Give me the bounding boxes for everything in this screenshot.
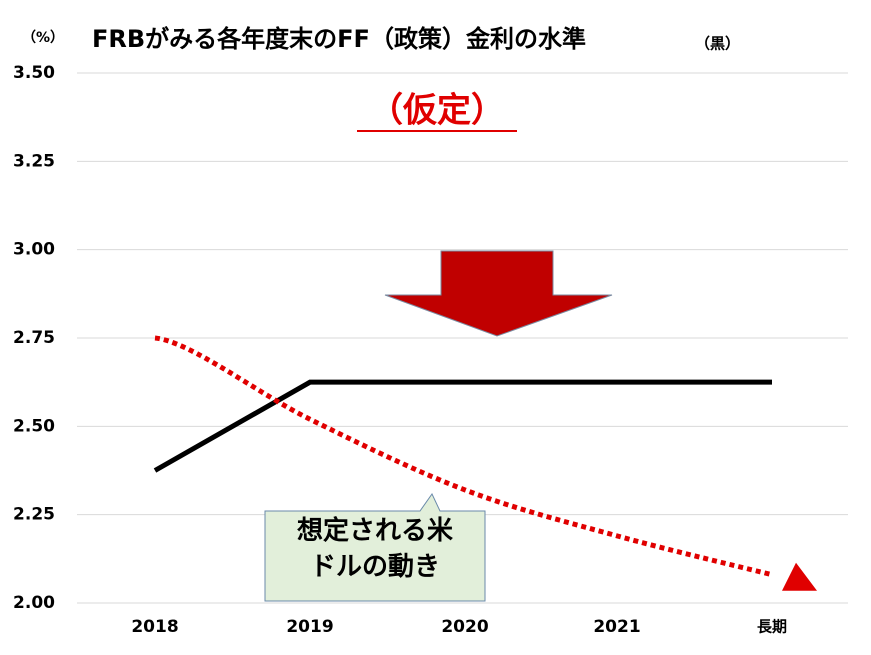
y-tick-label: 2.75 (13, 328, 55, 348)
y-tick-label: 3.25 (13, 151, 55, 171)
series-line (153, 379, 772, 473)
callout-box (264, 493, 486, 602)
x-tick-label: 長期 (757, 618, 787, 636)
x-tick-label: 2020 (441, 617, 488, 637)
y-tick-label: 3.50 (13, 63, 55, 83)
y-tick-label: 2.25 (13, 505, 55, 525)
y-tick-label: 2.50 (13, 416, 55, 436)
x-tick-label: 2019 (286, 617, 333, 637)
series-line (154, 335, 773, 578)
callout: 想定される米ドルの動き (296, 516, 453, 582)
y-tick-label: 3.00 (13, 240, 55, 260)
x-tick-label: 2021 (593, 617, 640, 637)
annotation: （仮定） (369, 91, 505, 131)
chart-title: FRBがみる各年度末のFF（政策）金利の水準 (92, 25, 586, 53)
callout-text: 想定される米ドルの動き (296, 516, 453, 582)
x-tick-label: 2018 (131, 617, 178, 637)
down-arrow (384, 250, 613, 337)
title-note: （黒） (695, 35, 740, 53)
y-axis-label: （%） (22, 30, 64, 46)
y-tick-label: 2.00 (13, 593, 55, 613)
arrow-head (782, 562, 817, 591)
